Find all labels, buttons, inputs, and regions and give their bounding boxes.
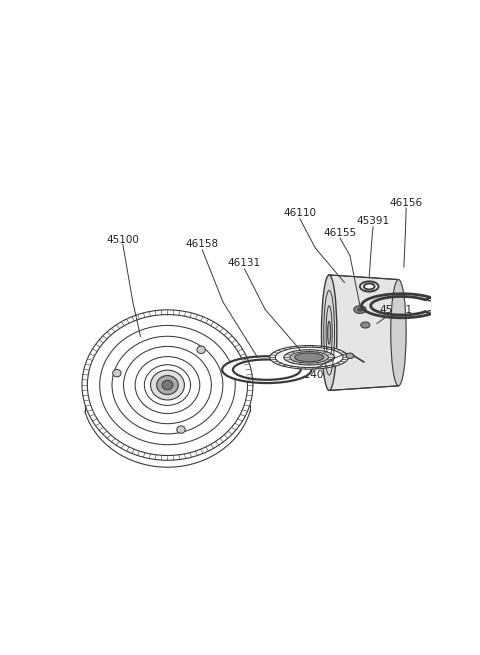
Text: 1140FJ: 1140FJ xyxy=(298,370,333,380)
Ellipse shape xyxy=(360,282,378,291)
Ellipse shape xyxy=(156,375,178,394)
Text: 45391: 45391 xyxy=(357,216,390,226)
Ellipse shape xyxy=(358,308,362,311)
Ellipse shape xyxy=(222,356,312,383)
Ellipse shape xyxy=(151,370,184,400)
Polygon shape xyxy=(329,275,398,390)
Text: 45100: 45100 xyxy=(107,235,139,246)
Ellipse shape xyxy=(391,280,406,386)
Ellipse shape xyxy=(428,299,433,301)
Text: 46156: 46156 xyxy=(390,198,423,208)
Ellipse shape xyxy=(177,426,185,434)
Text: 45391: 45391 xyxy=(380,305,413,314)
Ellipse shape xyxy=(113,369,121,377)
Ellipse shape xyxy=(290,352,328,363)
Ellipse shape xyxy=(275,347,343,367)
Text: 46131: 46131 xyxy=(228,259,261,269)
Ellipse shape xyxy=(87,314,248,455)
Ellipse shape xyxy=(428,310,433,313)
Ellipse shape xyxy=(346,353,354,358)
Text: 46110: 46110 xyxy=(283,208,316,218)
Ellipse shape xyxy=(197,346,205,354)
Ellipse shape xyxy=(364,284,374,290)
Ellipse shape xyxy=(270,346,348,369)
Ellipse shape xyxy=(233,360,300,380)
Ellipse shape xyxy=(295,353,324,362)
Ellipse shape xyxy=(354,306,366,314)
Ellipse shape xyxy=(162,381,173,390)
Text: 46155: 46155 xyxy=(324,227,357,238)
Ellipse shape xyxy=(284,350,335,365)
Ellipse shape xyxy=(361,322,370,328)
Ellipse shape xyxy=(322,275,337,390)
Ellipse shape xyxy=(328,321,331,345)
Text: 46158: 46158 xyxy=(186,239,219,249)
Ellipse shape xyxy=(88,315,247,455)
